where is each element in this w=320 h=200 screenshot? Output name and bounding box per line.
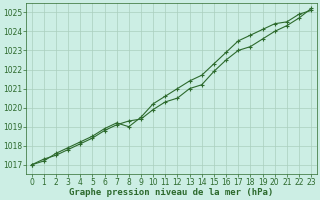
X-axis label: Graphe pression niveau de la mer (hPa): Graphe pression niveau de la mer (hPa) (69, 188, 274, 197)
